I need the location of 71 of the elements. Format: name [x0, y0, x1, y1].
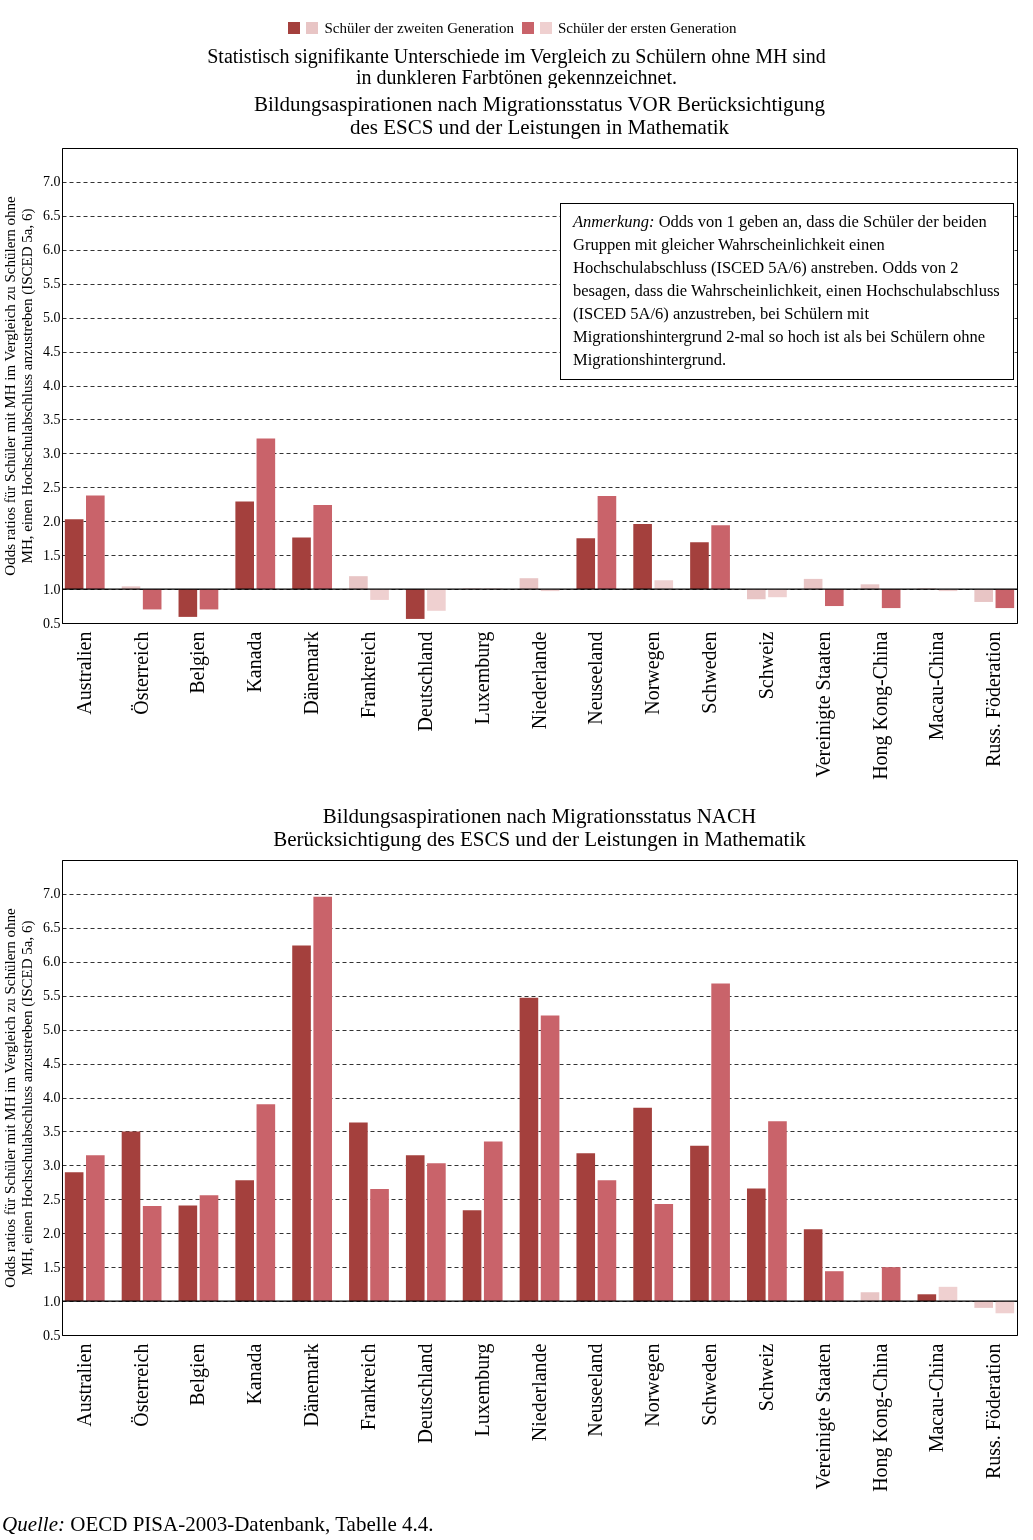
- x-tick-label: Vereinigte Staaten: [811, 631, 835, 778]
- y-tick-label: 6.0: [43, 242, 61, 258]
- legend-label: Schüler der ersten Generation: [557, 20, 737, 36]
- x-tick-label: Österreich: [129, 631, 152, 715]
- x-tick-label: Australien: [72, 631, 95, 715]
- x-tick-label: Neuseeland: [584, 1343, 607, 1437]
- x-tick-label: Deutschland: [413, 1343, 436, 1444]
- x-tick-label: Dänemark: [300, 1343, 323, 1427]
- x-tick-label: Kanada: [243, 631, 266, 693]
- x-tick-label: Luxemburg: [470, 1343, 494, 1437]
- x-tick-label: Norwegen: [641, 631, 665, 715]
- y-tick-label: 2.5: [43, 479, 61, 495]
- y-tick-label: 1.5: [43, 1259, 61, 1275]
- x-tick-label: Macau-China: [925, 631, 948, 741]
- x-tick-label: Schweden: [698, 1343, 721, 1426]
- y-tick-label: 5.5: [43, 276, 61, 292]
- y-tick-label: 3.5: [43, 1123, 61, 1139]
- y-tick-label: 4.5: [43, 344, 61, 360]
- y-tick-label: 3.5: [43, 411, 61, 427]
- x-tick-label: Luxemburg: [470, 631, 494, 725]
- x-tick-label: Deutschland: [413, 631, 436, 732]
- x-tick-label: Hong Kong-China: [868, 1343, 892, 1492]
- y-tick-label: 7.0: [43, 174, 61, 190]
- y-tick-label: 6.5: [43, 920, 61, 936]
- x-tick-label: Vereinigte Staaten: [811, 1343, 835, 1490]
- source-note: Quelle: OECD PISA-2003-Datenbank, Tabelle 4.4.: [1, 1512, 435, 1537]
- y-tick-label: 4.0: [43, 378, 61, 393]
- y-tick-label: 7.0: [43, 886, 61, 902]
- y-axis-title: Odds ratios für Schüler mit MH im Vergleich zu Schülern ohne MH, einen Hochschulabschluss anzustreben (ISCED 5a, 6): [2, 195, 36, 576]
- x-tick-label: Macau-China: [925, 1343, 948, 1453]
- chart-title: Bildungsaspirationen nach Migrationsstatus NACH Berücksichtigung des ESCS und der Leistungen in Mathematik: [273, 804, 807, 851]
- x-tick-label: Russ. Föderation: [982, 1343, 1005, 1480]
- x-tick-label: Schweiz: [754, 1343, 777, 1412]
- y-tick-label: 0.5: [43, 1327, 61, 1343]
- y-tick-label: 4.5: [43, 1056, 61, 1072]
- y-tick-label: 2.0: [43, 1225, 61, 1241]
- y-tick-label: 6.0: [43, 954, 61, 970]
- y-tick-label: 5.5: [43, 988, 61, 1004]
- y-tick-label: 2.0: [43, 513, 61, 529]
- x-tick-label: Frankreich: [356, 631, 379, 719]
- x-tick-label: Österreich: [129, 1343, 152, 1427]
- y-tick-label: 2.5: [43, 1191, 61, 1207]
- chart-subtitle: Statistisch signifikante Unterschiede im Vergleich zu Schülern ohne MH sind in dunkleren Farbtönen gekennzeichnet.: [206, 45, 827, 88]
- x-tick-label: Australien: [72, 1343, 95, 1427]
- x-tick-label: Schweiz: [754, 631, 777, 700]
- x-tick-label: Niederlande: [527, 631, 550, 730]
- y-tick-label: 3.0: [43, 1157, 61, 1173]
- y-axis-title: Odds ratios für Schüler mit MH im Vergleich zu Schülern ohne MH, einen Hochschulabschluss anzustreben (ISCED 5a, 6): [2, 907, 36, 1288]
- legend-label: Schüler der zweiten Generation: [324, 20, 514, 36]
- x-tick-label: Norwegen: [641, 1343, 665, 1427]
- y-tick-label: 1.0: [43, 581, 61, 597]
- y-tick-label: 1.0: [43, 1293, 61, 1309]
- y-tick-label: 5.0: [43, 310, 61, 326]
- x-tick-label: Hong Kong-China: [868, 631, 892, 780]
- y-tick-label: 4.0: [43, 1090, 61, 1105]
- annotation: Anmerkung: Odds von 1 geben an, dass die Schüler der beiden Gruppen mit gleicher Wahrscheinlichkeit einen Hochschulabschluss (ISCED 5A/6) anstreben. Odds von 2 besagen, dass die Wahrscheinlichkeit, einen Hochschulabschluss (ISCED 5A/6) anzustreben, bei Schülern mit Migrationshintergrund 2-mal so hoch ist als bei Schülern ohne Migrationshintergrund.: [560, 203, 1014, 380]
- x-tick-label: Kanada: [243, 1343, 266, 1405]
- x-tick-label: Schweden: [698, 631, 721, 714]
- x-tick-label: Niederlande: [527, 1343, 550, 1442]
- x-tick-label: Dänemark: [300, 631, 323, 715]
- y-tick-label: 5.0: [43, 1022, 61, 1038]
- chart-title: Bildungsaspirationen nach Migrationsstatus VOR Berücksichtigung des ESCS und der Leistungen in Mathematik: [253, 92, 826, 139]
- y-tick-label: 6.5: [43, 208, 61, 224]
- x-tick-label: Frankreich: [356, 1343, 379, 1431]
- y-tick-label: 3.0: [43, 445, 61, 461]
- y-tick-label: 1.5: [43, 547, 61, 563]
- x-tick-label: Neuseeland: [584, 631, 607, 725]
- x-tick-label: Belgien: [186, 1343, 210, 1406]
- x-tick-label: Belgien: [186, 631, 210, 694]
- x-tick-label: Russ. Föderation: [982, 631, 1005, 768]
- y-tick-label: 0.5: [43, 615, 61, 631]
